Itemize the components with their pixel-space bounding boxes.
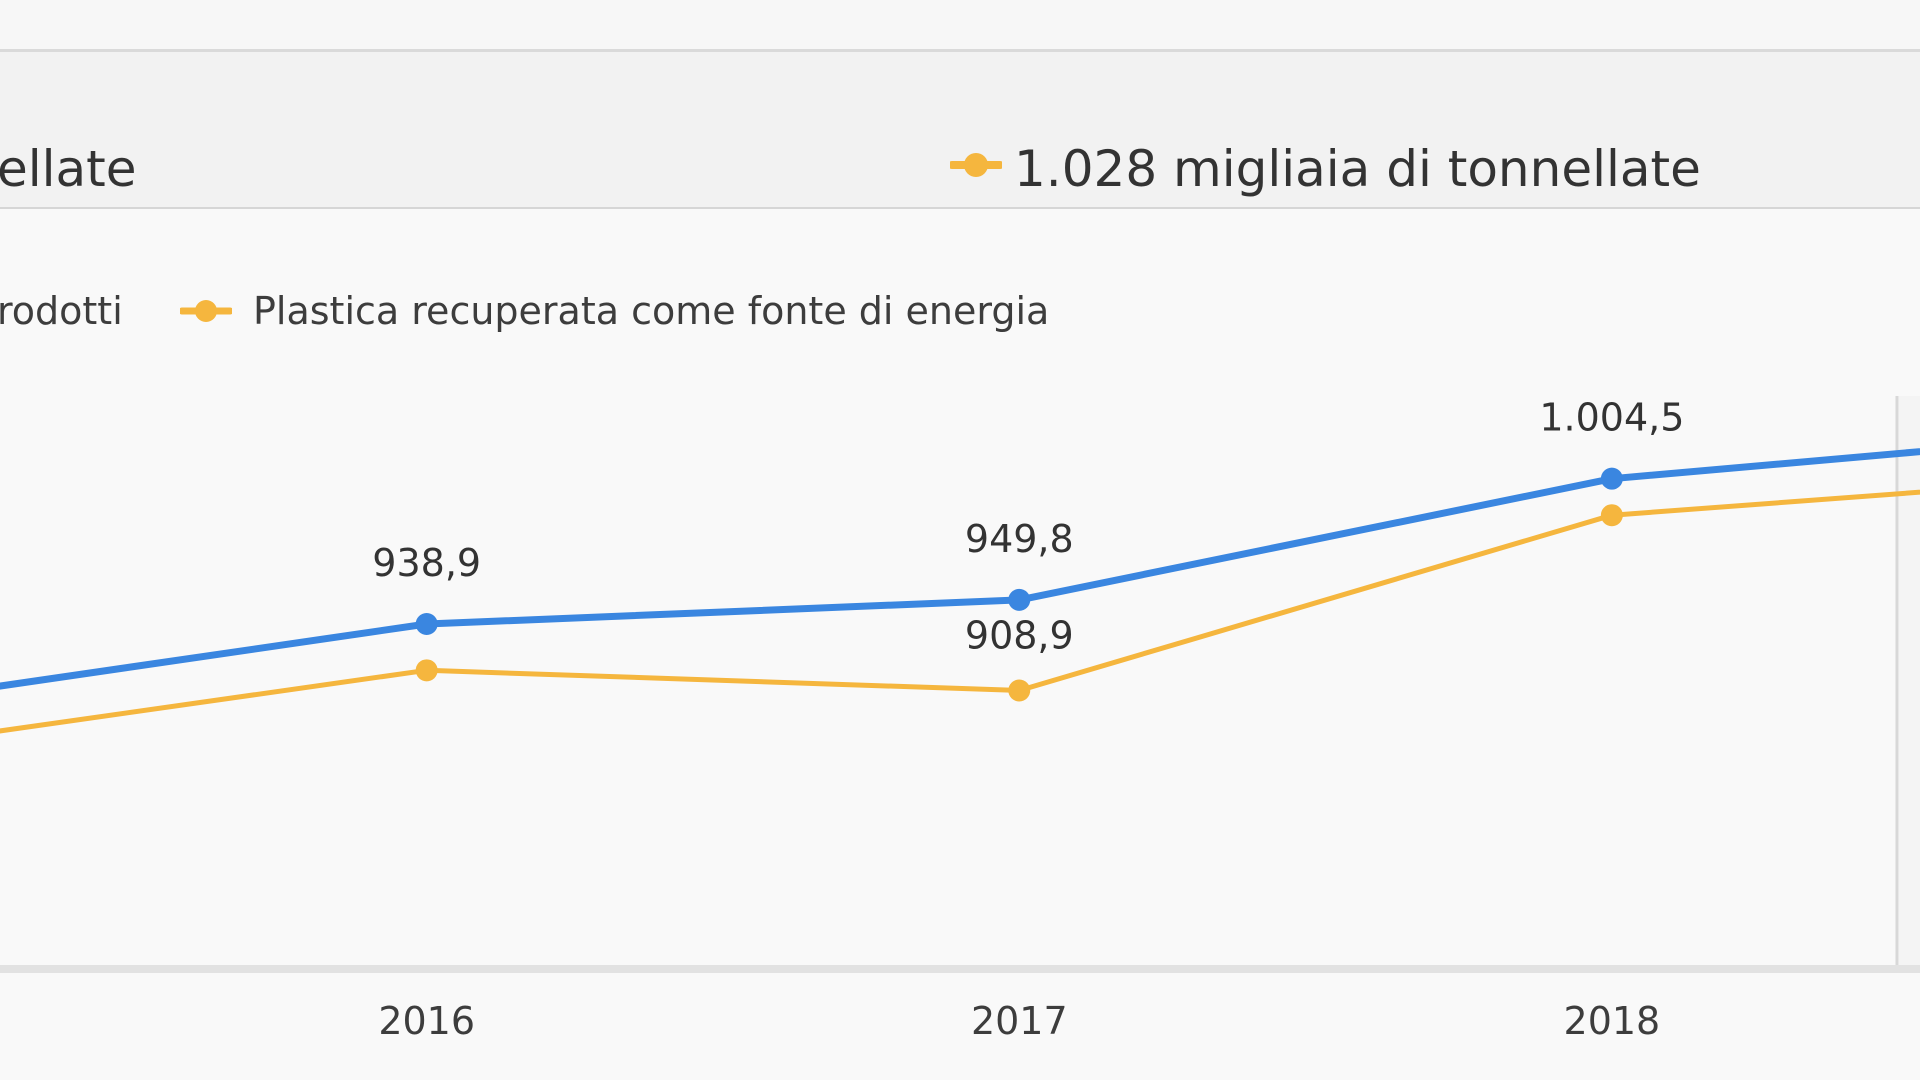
top-toolbar-band	[0, 0, 1920, 49]
summary-right-marker-icon	[950, 153, 1002, 177]
summary-divider	[0, 207, 1920, 209]
top-divider	[0, 49, 1920, 52]
x-tick-label-2016: 2016	[378, 999, 475, 1043]
series-1-point-2017	[1008, 679, 1031, 702]
data-label-series-0-2018: 1.004,5	[1539, 396, 1684, 440]
summary-left-value: ellate	[0, 140, 137, 198]
data-label-series-0-2016: 938,9	[372, 541, 481, 585]
legend-energy-marker-dot	[195, 300, 217, 322]
summary-right-value: 1.028 migliaia di tonnellate	[1014, 140, 1701, 198]
series-0-point-2018	[1600, 467, 1623, 490]
plot-right-panel	[1899, 396, 1920, 965]
x-tick-label-2017: 2017	[971, 999, 1068, 1043]
series-line-0	[0, 448, 1920, 690]
x-tick-label-2018: 2018	[1564, 999, 1661, 1043]
series-0-point-2016	[415, 613, 438, 636]
data-label-series-1-2017: 908,9	[965, 614, 1074, 658]
legend-energy-marker-icon	[180, 300, 232, 322]
series-0-point-2017	[1008, 588, 1031, 611]
summary-right-marker-dot	[964, 153, 988, 177]
series-1-point-2016	[415, 659, 438, 682]
x-axis-line	[0, 965, 1920, 973]
series-1-point-2018	[1600, 504, 1623, 527]
legend-item-energy-label: Plastica recuperata come fonte di energi…	[253, 289, 1050, 333]
summary-header	[0, 52, 1920, 208]
data-label-series-0-2017: 949,8	[965, 517, 1074, 561]
legend-item-left-label: rodotti	[0, 289, 123, 333]
series-line-1	[0, 489, 1920, 734]
